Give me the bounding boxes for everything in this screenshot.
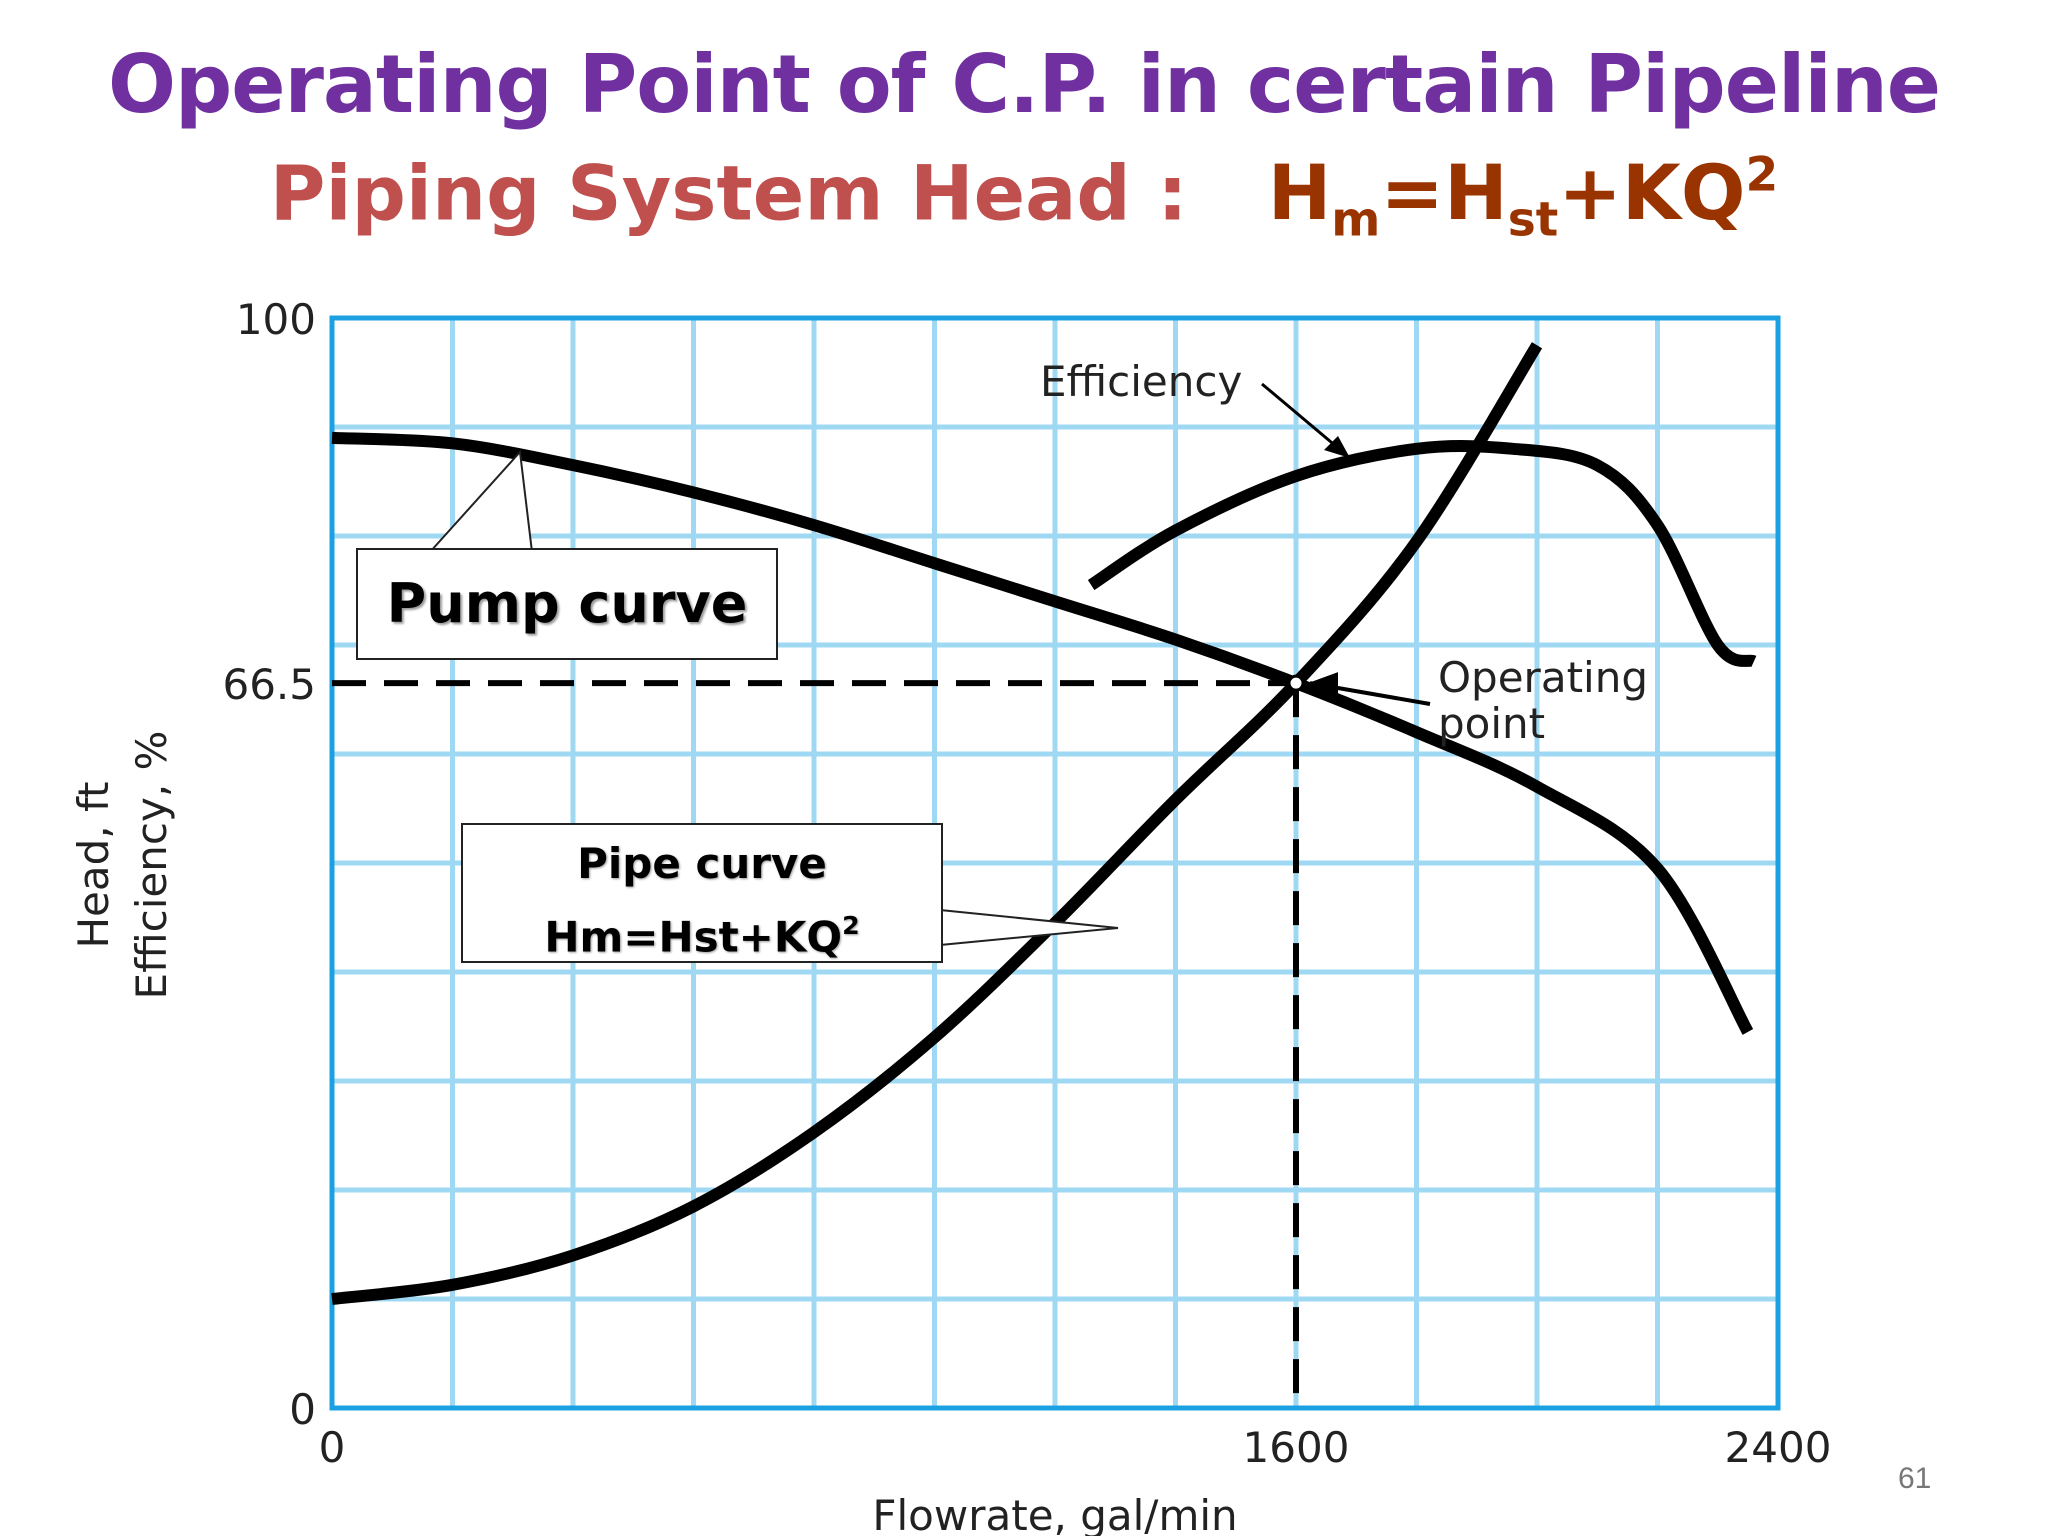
- eq-plus-kq: +KQ: [1558, 148, 1746, 238]
- pipe-callout-line1: Pipe curve: [577, 839, 827, 888]
- y-tick-label: 100: [236, 295, 316, 344]
- pump-curve-callout: Pump curve: [356, 548, 778, 660]
- operating-annotation: point: [1438, 699, 1545, 748]
- subtitle-equation: Hm=Hst+KQ2: [1267, 148, 1779, 248]
- eq-equals-h: =H: [1380, 148, 1508, 238]
- slide-subtitle: Piping System Head : Hm=Hst+KQ2: [0, 148, 2048, 248]
- operating-annotation: Operating: [1438, 653, 1648, 702]
- pump-curve-line: [331, 431, 1754, 1035]
- eq-sub-m: m: [1331, 192, 1381, 248]
- pipe-curve-callout: Pipe curve Hm=Hst+KQ2: [461, 823, 943, 963]
- pipe-callout-exp: 2: [842, 911, 860, 940]
- pump-callout-text: Pump curve: [386, 572, 748, 635]
- y-tick-label: 66.5: [222, 660, 316, 709]
- efficiency-arrowhead: [1324, 436, 1350, 458]
- pipe-callout-line2: Hm=Hst+KQ2: [463, 895, 941, 969]
- slide-title: Operating Point of C.P. in certain Pipel…: [107, 38, 1941, 131]
- x-tick-label: 1600: [1243, 1423, 1350, 1472]
- eq-h: H: [1267, 148, 1332, 238]
- pipe-callout-pointer: [939, 909, 1119, 946]
- operating-arrowhead: [1308, 672, 1338, 695]
- pipe-curve-line: [331, 342, 1543, 1305]
- operating-point-marker: [1287, 674, 1305, 692]
- x-axis-label: Flowrate, gal/min: [872, 1491, 1237, 1536]
- plot-frame: [329, 315, 1781, 1411]
- page-number: 61: [1898, 1462, 1932, 1495]
- y-axis-label: Efficiency, %: [127, 731, 176, 1000]
- efficiency-curve-line: [1087, 440, 1757, 668]
- pump-callout-pointer: [427, 449, 534, 553]
- x-tick-label: 0: [319, 1423, 346, 1472]
- pipe-callout-eq: Hm=Hst+KQ: [544, 912, 843, 962]
- x-tick-label: 2400: [1725, 1423, 1832, 1472]
- y-axis-label: Head, ft: [69, 781, 118, 948]
- eq-exponent: 2: [1745, 148, 1779, 203]
- subtitle-label: Piping System Head :: [269, 148, 1188, 238]
- eq-sub-st: st: [1507, 192, 1559, 248]
- y-tick-label: 0: [289, 1385, 316, 1434]
- efficiency-annotation: Efficiency: [1040, 357, 1242, 406]
